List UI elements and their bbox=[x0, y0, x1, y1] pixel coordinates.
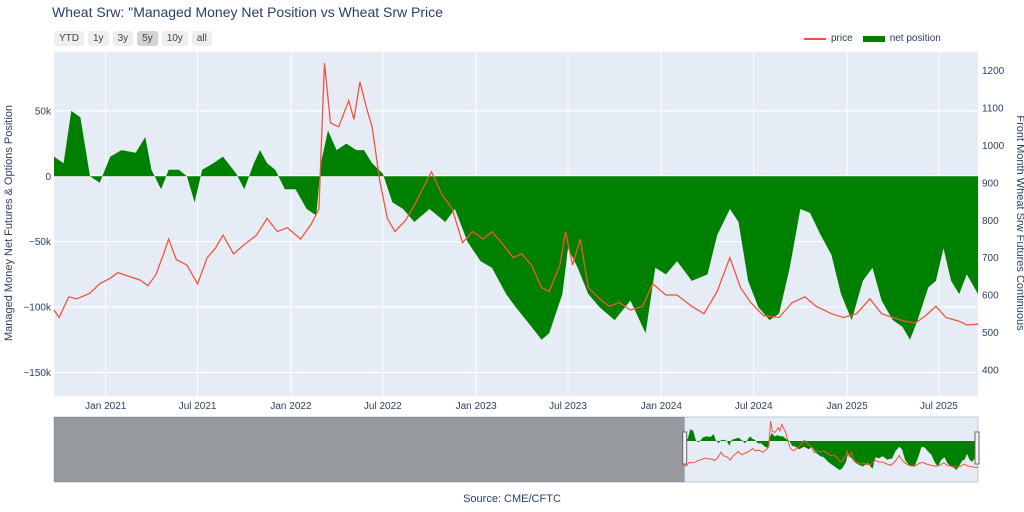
right-tick-label: 400 bbox=[982, 365, 999, 376]
legend-swatch-net-position bbox=[862, 35, 885, 42]
right-tick-label: 700 bbox=[982, 253, 999, 264]
right-axis-title: Front Month Wheat Srw Futures Continuous bbox=[1014, 115, 1024, 331]
right-tick-label: 900 bbox=[982, 178, 999, 189]
chart-title: Wheat Srw: "Managed Money Net Position v… bbox=[52, 4, 443, 20]
range-button-all[interactable]: all bbox=[191, 31, 212, 46]
legend-item-net-position[interactable]: net position bbox=[862, 33, 941, 44]
x-tick-label: Jul 2022 bbox=[364, 401, 402, 412]
x-tick-label: Jul 2025 bbox=[920, 401, 958, 412]
net-position-area bbox=[54, 110, 978, 340]
left-tick-label: −150k bbox=[23, 368, 52, 379]
x-axis-ticks: Jan 2021 Jul 2021 Jan 2022 Jul 2022 Jan 2023… bbox=[85, 401, 958, 412]
x-tick-label: Jan 2024 bbox=[641, 401, 683, 412]
right-tick-label: 600 bbox=[982, 291, 999, 302]
legend-label-price: price bbox=[831, 33, 853, 44]
right-tick-label: 1200 bbox=[982, 66, 1005, 77]
x-tick-label: Jan 2021 bbox=[85, 401, 127, 412]
range-selector: YTD 1y 3y 5y 10y all bbox=[54, 31, 212, 46]
left-tick-label: −50k bbox=[29, 237, 52, 248]
left-axis-ticks: 50k 0 −50k −100k −150k bbox=[23, 106, 52, 379]
x-tick-label: Jan 2025 bbox=[827, 401, 869, 412]
range-slider-price-line bbox=[684, 420, 979, 468]
right-tick-label: 500 bbox=[982, 328, 999, 339]
legend: price net position bbox=[804, 33, 951, 44]
source-note: Source: CME/CFTC bbox=[463, 493, 561, 505]
range-button-ytd[interactable]: YTD bbox=[54, 31, 84, 46]
legend-item-price[interactable]: price bbox=[804, 33, 853, 44]
x-tick-label: Jul 2024 bbox=[735, 401, 773, 412]
price-line bbox=[53, 63, 979, 326]
x-tick-label: Jul 2021 bbox=[179, 401, 217, 412]
left-axis-title: Managed Money Net Futures & Options Posi… bbox=[3, 105, 15, 341]
left-tick-label: 0 bbox=[45, 172, 51, 183]
legend-swatch-price bbox=[804, 37, 826, 40]
range-button-1y[interactable]: 1y bbox=[88, 31, 109, 46]
right-axis-ticks: 1200 1100 1000 900 800 700 600 500 400 bbox=[982, 66, 1005, 376]
right-tick-label: 800 bbox=[982, 216, 999, 227]
range-slider-mask bbox=[54, 417, 685, 482]
range-slider-handle-left[interactable] bbox=[682, 431, 688, 465]
right-tick-label: 1100 bbox=[982, 104, 1004, 115]
range-button-3y[interactable]: 3y bbox=[112, 31, 134, 46]
x-tick-label: Jan 2023 bbox=[456, 401, 498, 412]
left-tick-label: −100k bbox=[23, 303, 52, 314]
range-slider-net-area bbox=[684, 429, 978, 470]
x-tick-label: Jul 2023 bbox=[549, 401, 587, 412]
legend-label-net-position: net position bbox=[889, 33, 941, 44]
left-tick-label: 50k bbox=[35, 106, 52, 117]
x-tick-label: Jan 2022 bbox=[270, 401, 312, 412]
range-slider[interactable] bbox=[53, 416, 980, 483]
range-button-10y[interactable]: 10y bbox=[161, 31, 188, 46]
right-tick-label: 1000 bbox=[982, 141, 1005, 152]
range-button-5y[interactable]: 5y bbox=[137, 31, 158, 46]
range-slider-handle-right[interactable] bbox=[974, 431, 980, 465]
